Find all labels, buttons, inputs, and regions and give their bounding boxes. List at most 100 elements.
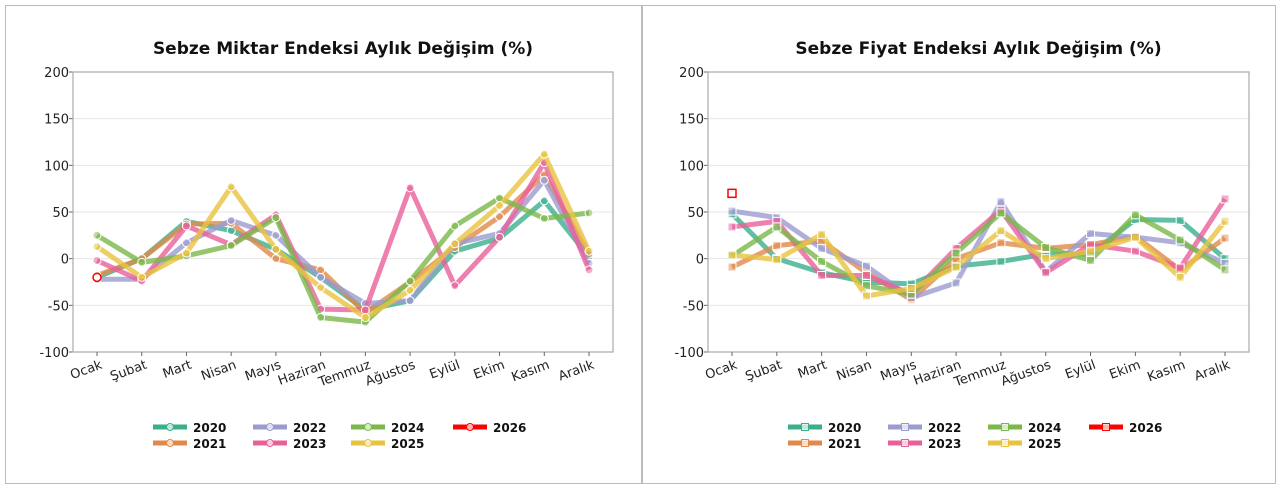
data-point	[271, 213, 281, 223]
x-tick-label: Kasım	[1145, 358, 1187, 386]
y-tick-label: -100	[39, 346, 69, 361]
data-point	[92, 272, 102, 283]
legend-marker	[266, 439, 274, 447]
data-point	[951, 278, 961, 288]
data-point	[1220, 265, 1230, 275]
x-tick-label: Nisan	[199, 358, 238, 385]
data-point	[584, 246, 594, 256]
data-point	[495, 232, 505, 242]
data-point	[1086, 256, 1096, 266]
data-point	[181, 221, 191, 231]
x-tick-label: Eylül	[1063, 358, 1098, 383]
data-point	[996, 238, 1006, 248]
x-tick-label: Ekim	[472, 358, 507, 383]
data-point	[137, 257, 147, 267]
legend-label: 2024	[1028, 421, 1061, 435]
data-point	[539, 196, 549, 206]
data-point	[772, 255, 782, 265]
x-tick-label: Kasım	[510, 358, 552, 386]
data-point	[1130, 210, 1140, 220]
data-point	[1175, 272, 1185, 282]
legend-marker	[801, 423, 809, 431]
data-point	[727, 262, 737, 272]
legend-item-2022: 2022	[253, 421, 326, 435]
data-point	[951, 248, 961, 258]
legend-marker	[1001, 439, 1009, 447]
legend-item-2026: 2026	[453, 421, 526, 435]
data-point	[226, 215, 236, 225]
x-tick-label: Ekim	[1108, 358, 1143, 383]
legend-marker	[466, 423, 474, 431]
data-point	[271, 254, 281, 264]
data-point	[271, 230, 281, 240]
legend-label: 2026	[1129, 421, 1162, 435]
legend-label: 2021	[193, 437, 226, 451]
data-point	[772, 222, 782, 232]
legend-label: 2025	[1028, 437, 1061, 451]
data-point	[861, 261, 871, 271]
data-point	[727, 222, 737, 232]
data-point	[92, 230, 102, 240]
data-point	[271, 244, 281, 254]
legend-marker	[364, 423, 372, 431]
legend-item-2025: 2025	[988, 437, 1061, 451]
legend-marker	[166, 439, 174, 447]
data-point	[906, 284, 916, 294]
y-tick-label: 0	[61, 253, 69, 268]
data-point	[316, 312, 326, 322]
legend-marker	[364, 439, 372, 447]
data-point	[1220, 233, 1230, 243]
data-point	[727, 188, 737, 199]
y-tick-label: 150	[44, 113, 69, 128]
y-tick-label: 50	[687, 206, 704, 221]
data-point	[360, 312, 370, 322]
data-point	[450, 239, 460, 249]
plot-frame	[707, 71, 1250, 353]
legend-item-2023: 2023	[888, 437, 961, 451]
legend-item-2023: 2023	[253, 437, 326, 451]
y-tick-label: 200	[679, 66, 704, 81]
y-tick-label: 100	[44, 159, 69, 174]
legend-item-2021: 2021	[788, 437, 861, 451]
data-point	[450, 281, 460, 291]
data-point	[996, 256, 1006, 266]
legend-label: 2020	[193, 421, 226, 435]
data-point	[1175, 215, 1185, 225]
data-point	[1041, 242, 1051, 252]
legend-label: 2024	[391, 421, 424, 435]
data-point	[226, 241, 236, 251]
x-tick-label: Şubat	[108, 358, 149, 385]
legend-marker	[901, 423, 909, 431]
series-2025	[92, 149, 594, 322]
data-point	[539, 214, 549, 224]
data-point	[996, 208, 1006, 218]
data-point	[951, 262, 961, 272]
data-point	[539, 175, 549, 185]
data-point	[539, 149, 549, 159]
x-tick-label: Şubat	[744, 358, 785, 385]
data-point	[817, 256, 827, 266]
legend-marker	[1102, 423, 1110, 431]
data-point	[181, 248, 191, 258]
legend-item-2026: 2026	[1089, 421, 1162, 435]
series-2026	[92, 272, 102, 283]
series-line	[731, 199, 1227, 301]
legend-label: 2022	[928, 421, 961, 435]
miktar-chart-panel: Sebze Miktar Endeksi Aylık Değişim (%) -1…	[5, 5, 642, 484]
legend-marker	[801, 439, 809, 447]
data-point	[1086, 246, 1096, 256]
x-tick-label: Aralık	[556, 358, 596, 385]
data-point	[405, 183, 415, 193]
series-line	[731, 197, 1228, 297]
data-point	[316, 283, 326, 293]
data-point	[861, 291, 871, 301]
data-point	[1175, 235, 1185, 245]
legend-item-2024: 2024	[351, 421, 424, 435]
y-tick-label: -100	[674, 346, 704, 361]
data-point	[1130, 232, 1140, 242]
data-point	[1220, 194, 1230, 204]
legend-item-2024: 2024	[988, 421, 1061, 435]
x-tick-label: Ağustos	[363, 358, 417, 390]
data-point	[1220, 216, 1230, 226]
legend-label: 2026	[493, 421, 526, 435]
